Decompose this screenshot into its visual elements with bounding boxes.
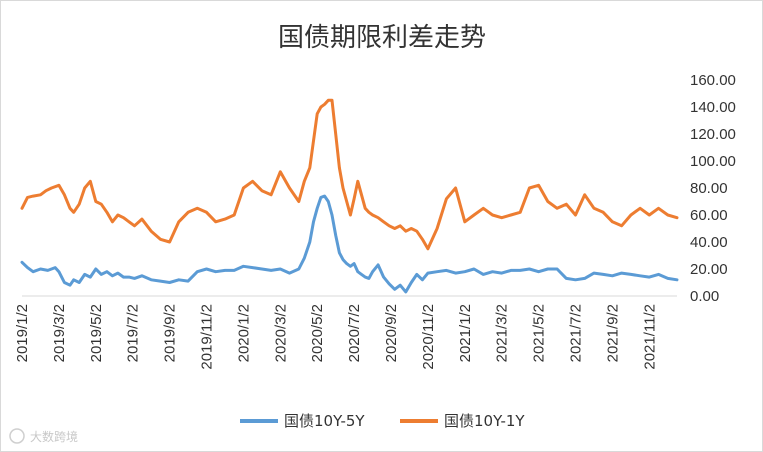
x-tick-label: 2020/3/2 bbox=[272, 304, 289, 362]
x-axis-ticks: 2019/1/2 2019/3/2 2019/5/2 2019/7/2 2019/9/2… bbox=[14, 304, 658, 370]
y-tick-label: 140.00 bbox=[690, 99, 736, 116]
y-tick-label: 120.00 bbox=[690, 126, 736, 143]
x-tick-label: 2021/3/2 bbox=[494, 304, 511, 362]
x-tick-label: 2020/5/2 bbox=[309, 304, 326, 362]
legend-label-10y-1y: 国债10Y-1Y bbox=[444, 412, 525, 430]
x-tick-label: 2020/7/2 bbox=[346, 304, 363, 362]
series-layer bbox=[20, 98, 679, 294]
legend: 国债10Y-5Y 国债10Y-1Y bbox=[240, 412, 525, 430]
series-line-10y-1y bbox=[20, 98, 679, 251]
x-tick-label: 2019/5/2 bbox=[88, 304, 105, 362]
y-tick-label: 80.00 bbox=[690, 180, 728, 197]
y-tick-label: 160.00 bbox=[690, 72, 736, 89]
x-tick-label: 2019/7/2 bbox=[125, 304, 142, 362]
y-axis-ticks: 0.00 20.00 40.00 60.00 80.00 100.00 120.00 140.… bbox=[690, 72, 736, 305]
y-tick-label: 20.00 bbox=[690, 261, 728, 278]
x-tick-label: 2021/1/2 bbox=[457, 304, 474, 362]
chart-title: 国债期限利差走势 bbox=[278, 23, 486, 53]
x-tick-label: 2021/9/2 bbox=[604, 304, 621, 362]
x-tick-label: 2021/11/2 bbox=[641, 304, 658, 370]
x-tick-label: 2020/1/2 bbox=[235, 304, 252, 362]
watermark-logo-icon bbox=[9, 428, 25, 444]
watermark-text: 大数跨境 bbox=[30, 429, 78, 444]
x-tick-label: 2020/9/2 bbox=[383, 304, 400, 362]
x-tick-label: 2019/1/2 bbox=[14, 304, 31, 362]
y-tick-label: 60.00 bbox=[690, 207, 728, 224]
x-tick-label: 2019/11/2 bbox=[199, 304, 216, 370]
x-tick-label: 2020/11/2 bbox=[420, 304, 437, 370]
x-tick-label: 2019/9/2 bbox=[162, 304, 179, 362]
y-tick-label: 0.00 bbox=[690, 288, 719, 305]
x-tick-label: 2019/3/2 bbox=[51, 304, 68, 362]
y-tick-label: 40.00 bbox=[690, 234, 728, 251]
x-tick-label: 2021/7/2 bbox=[568, 304, 585, 362]
series-line-10y-5y bbox=[20, 194, 679, 294]
watermark: 大数跨境 bbox=[9, 428, 78, 444]
legend-label-10y-5y: 国债10Y-5Y bbox=[284, 412, 365, 430]
y-tick-label: 100.00 bbox=[690, 153, 736, 170]
x-tick-label: 2021/5/2 bbox=[531, 304, 548, 362]
